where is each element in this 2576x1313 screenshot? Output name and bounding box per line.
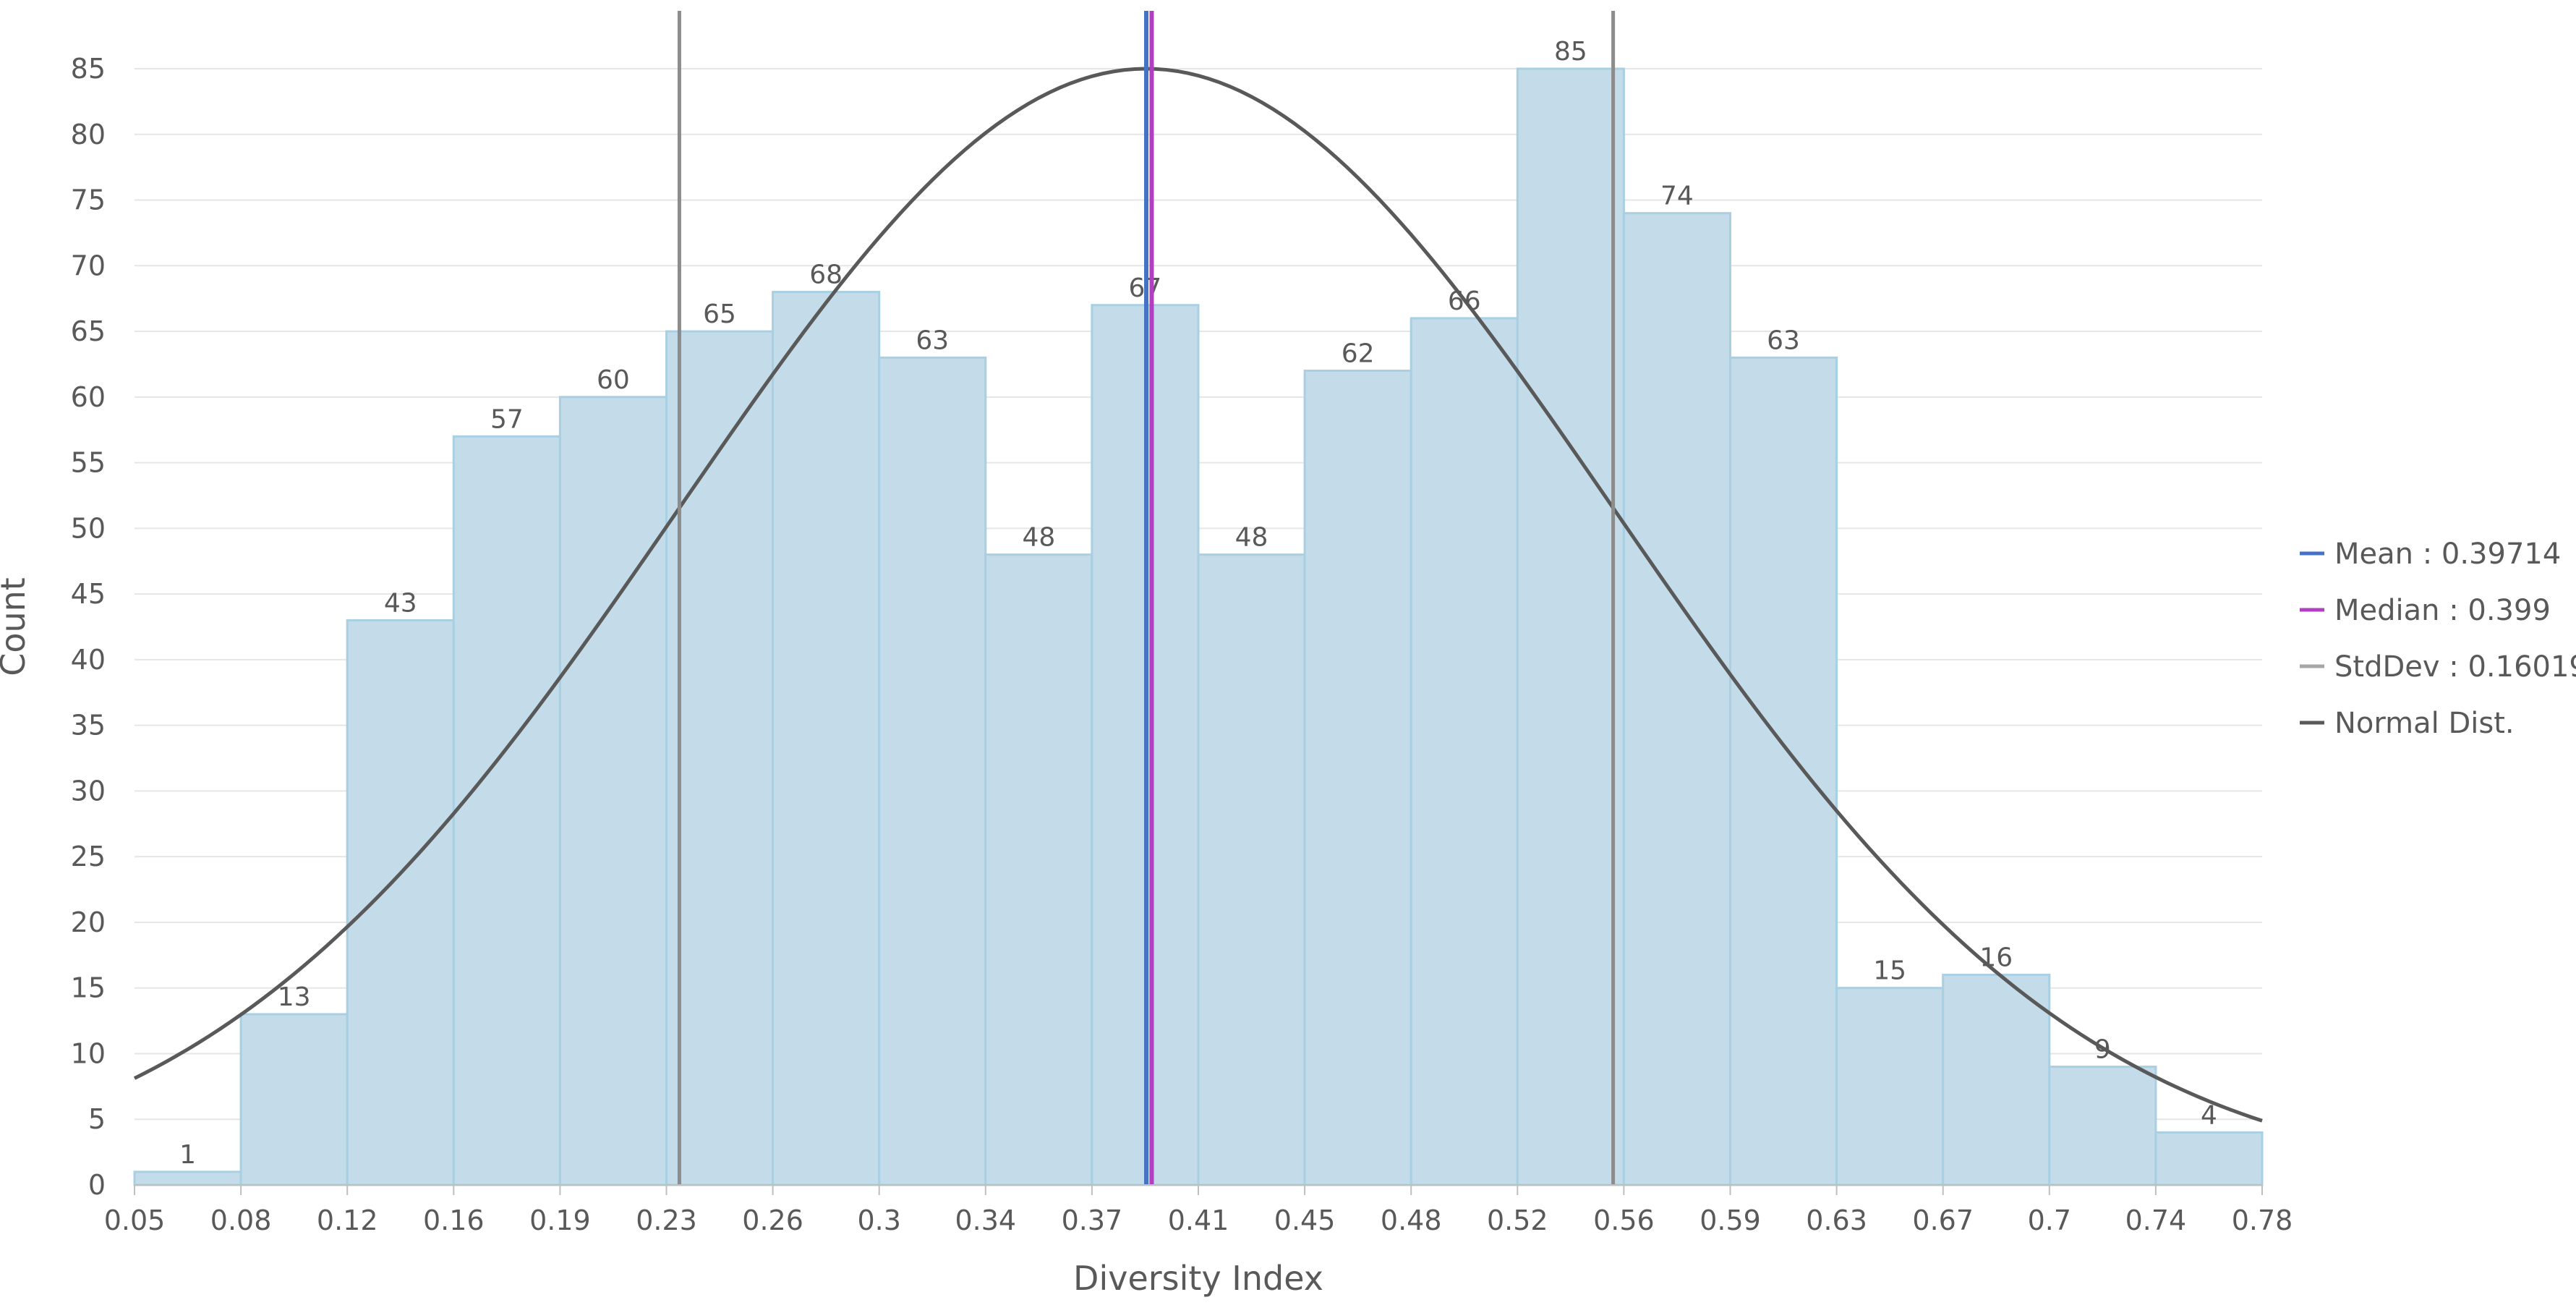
x-axis-title: Diversity Index xyxy=(1073,1259,1323,1298)
y-tick-label: 35 xyxy=(71,710,106,742)
y-tick-label: 45 xyxy=(71,578,106,610)
y-tick-label: 15 xyxy=(71,972,106,1004)
bar-value-label: 60 xyxy=(597,365,630,395)
x-tick-label: 0.7 xyxy=(2028,1204,2071,1236)
histogram-bar xyxy=(558,396,668,1186)
histogram-bar xyxy=(346,619,455,1186)
histogram-bars xyxy=(133,67,2264,1186)
x-tick-label: 0.78 xyxy=(2232,1204,2293,1236)
x-tick-label: 0.12 xyxy=(317,1204,378,1236)
x-axis-ticks: 0.05 0.08 0.12 0.16 0.19 0.23 0.26 0.3 0.34 0.37 0… xyxy=(104,1184,2293,1236)
y-axis-title: Count xyxy=(0,577,33,676)
x-tick-label: 0.16 xyxy=(423,1204,485,1236)
y-tick-label: 50 xyxy=(71,512,106,544)
histogram-bar xyxy=(772,291,881,1186)
y-tick-label: 65 xyxy=(71,315,106,347)
bar-value-label: 65 xyxy=(703,299,736,329)
histogram-bar xyxy=(452,435,561,1186)
histogram-bar xyxy=(1729,356,1838,1186)
x-tick-label: 0.08 xyxy=(210,1204,272,1236)
histogram-bar xyxy=(1197,553,1306,1186)
y-tick-label: 40 xyxy=(71,644,106,676)
histogram-bar xyxy=(1409,317,1519,1186)
y-tick-label: 5 xyxy=(88,1103,106,1135)
legend-label: Mean : 0.39714 xyxy=(2334,537,2561,571)
bar-value-label: 63 xyxy=(916,326,949,355)
y-tick-label: 55 xyxy=(71,447,106,479)
bar-value-label: 63 xyxy=(1767,326,1800,355)
histogram-bar xyxy=(1835,987,1945,1186)
legend-label: Normal Dist. xyxy=(2334,707,2515,740)
histogram-bar xyxy=(665,330,775,1186)
bar-value-label: 16 xyxy=(1979,943,2013,973)
legend-label: StdDev : 0.16019 xyxy=(2334,650,2576,684)
x-tick-label: 0.05 xyxy=(104,1204,166,1236)
histogram-bar xyxy=(2154,1131,2264,1186)
y-tick-label: 85 xyxy=(71,53,106,85)
y-tick-label: 30 xyxy=(71,775,106,807)
bar-value-label: 48 xyxy=(1022,523,1055,553)
bar-value-label: 48 xyxy=(1235,523,1268,553)
bar-value-label: 43 xyxy=(384,588,417,618)
bar-value-label: 15 xyxy=(1873,956,1906,986)
y-axis-ticks: 0 5 10 15 20 25 30 35 40 45 50 55 60 65 70 75 80 85 xyxy=(71,53,106,1201)
x-tick-label: 0.67 xyxy=(1912,1204,1974,1236)
y-tick-label: 75 xyxy=(71,184,106,216)
histogram-bar xyxy=(2048,1066,2157,1186)
x-tick-label: 0.34 xyxy=(955,1204,1016,1236)
x-tick-label: 0.37 xyxy=(1062,1204,1123,1236)
bar-value-labels: 1134357606568634867486266857463151694 xyxy=(179,37,2217,1170)
histogram-bar xyxy=(878,356,987,1186)
y-tick-label: 0 xyxy=(88,1169,106,1201)
legend-label: Median : 0.399 xyxy=(2334,594,2551,627)
x-tick-label: 0.23 xyxy=(636,1204,697,1236)
bar-value-label: 62 xyxy=(1342,339,1375,369)
bar-value-label: 4 xyxy=(2201,1100,2217,1130)
bar-value-label: 13 xyxy=(278,982,311,1012)
histogram-bar xyxy=(1516,67,1625,1186)
y-tick-label: 70 xyxy=(71,250,106,281)
x-tick-label: 0.74 xyxy=(2125,1204,2187,1236)
histogram-bar xyxy=(239,1013,349,1186)
x-tick-label: 0.56 xyxy=(1593,1204,1655,1236)
bar-value-label: 57 xyxy=(490,404,524,434)
histogram-bar xyxy=(133,1170,242,1186)
legend: Mean : 0.39714 Median : 0.399 StdDev : 0.1… xyxy=(2300,537,2576,740)
y-tick-label: 20 xyxy=(71,906,106,938)
bar-value-label: 85 xyxy=(1554,37,1587,67)
histogram-bar xyxy=(1303,370,1412,1186)
x-tick-label: 0.45 xyxy=(1274,1204,1336,1236)
x-tick-label: 0.52 xyxy=(1487,1204,1548,1236)
bar-value-label: 68 xyxy=(809,260,843,290)
x-tick-label: 0.26 xyxy=(742,1204,803,1236)
y-tick-label: 25 xyxy=(71,841,106,872)
y-tick-label: 80 xyxy=(71,119,106,150)
histogram-bar xyxy=(984,553,1093,1186)
bar-value-label: 1 xyxy=(179,1140,196,1170)
bar-value-label: 74 xyxy=(1660,182,1694,211)
x-tick-label: 0.19 xyxy=(529,1204,591,1236)
normal-curve xyxy=(133,67,2263,1123)
x-tick-label: 0.48 xyxy=(1381,1204,1442,1236)
histogram-bar xyxy=(1942,974,2051,1186)
x-tick-label: 0.41 xyxy=(1168,1204,1229,1236)
histogram-bar xyxy=(1622,212,1731,1186)
x-tick-label: 0.3 xyxy=(857,1204,900,1236)
y-tick-label: 60 xyxy=(71,381,106,413)
statistic-lines xyxy=(677,11,1616,1185)
x-tick-label: 0.63 xyxy=(1806,1204,1867,1236)
y-tick-label: 10 xyxy=(71,1037,106,1069)
x-tick-label: 0.59 xyxy=(1699,1204,1761,1236)
normal-distribution-curve xyxy=(133,67,2263,1123)
